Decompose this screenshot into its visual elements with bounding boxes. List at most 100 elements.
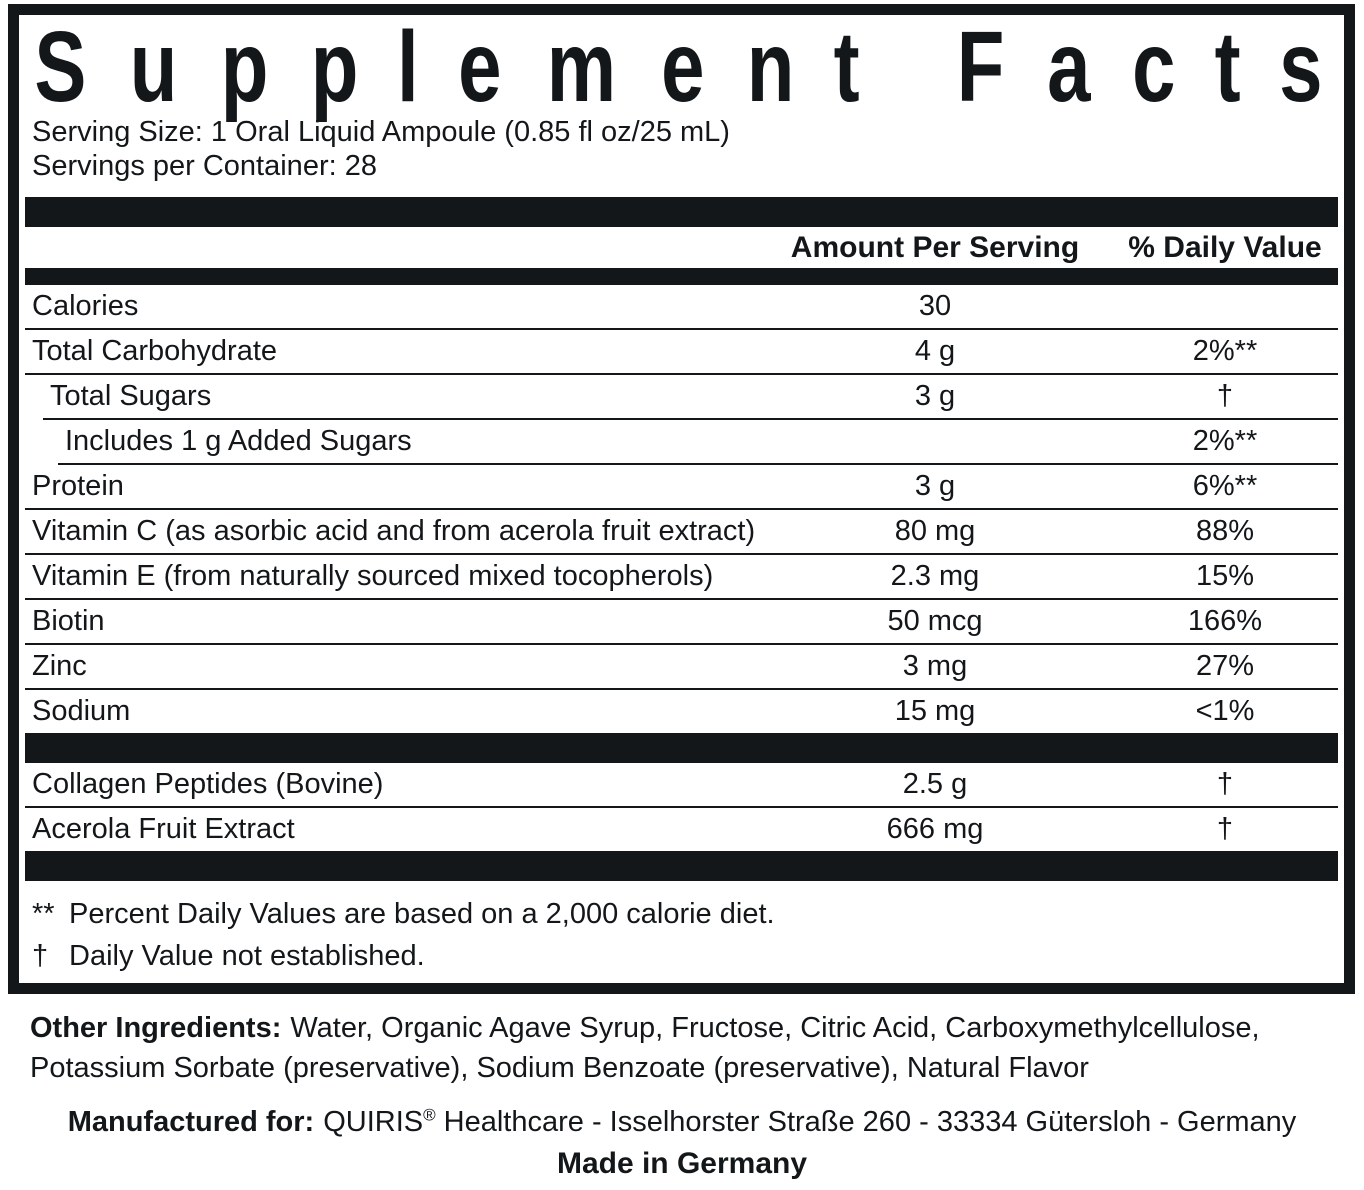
footnote-daily-values: ** Percent Daily Values are based on a 2… xyxy=(25,893,1338,935)
nutrient-name: Total Sugars xyxy=(50,380,212,412)
footnote-symbol: † xyxy=(32,940,49,972)
amount-per-serving-value: 3 g xyxy=(914,380,956,412)
title-character: m xyxy=(546,11,616,123)
daily-value-percent: 88% xyxy=(1195,515,1255,547)
table-row: Total Sugars 3 g † xyxy=(25,373,1338,418)
table-row: Calories 30 xyxy=(25,285,1338,328)
row-divider xyxy=(25,373,1338,375)
amount-per-serving-value: 4 g xyxy=(914,335,956,367)
title-character: t xyxy=(1214,11,1241,123)
title-character: F xyxy=(956,11,1005,123)
brand-name: QUIRIS xyxy=(323,1106,424,1138)
daily-value-percent: † xyxy=(1216,768,1234,800)
amount-per-serving-value: 2.3 mg xyxy=(890,560,980,592)
nutrient-name: Vitamin E (from naturally sourced mixed … xyxy=(32,560,714,592)
nutrient-name: Collagen Peptides (Bovine) xyxy=(32,768,384,800)
other-ingredients: Other Ingredients: Water, Organic Agave S… xyxy=(30,1008,1342,1088)
row-divider xyxy=(25,328,1338,330)
title-character: c xyxy=(1131,11,1176,123)
separator-bar-middle xyxy=(25,733,1338,763)
title-character: s xyxy=(1279,11,1323,123)
nutrient-name: Biotin xyxy=(32,605,105,637)
daily-value-percent: 6%** xyxy=(1192,470,1258,502)
amount-per-serving-value: 15 mg xyxy=(894,695,976,727)
row-divider xyxy=(25,688,1338,690)
title-character: e xyxy=(457,11,502,123)
daily-value-percent: 2%** xyxy=(1192,425,1258,457)
table-row: Includes 1 g Added Sugars 2%** xyxy=(25,418,1338,463)
footnote-symbol: ** xyxy=(32,898,55,930)
other-ingredients-label: Other Ingredients: xyxy=(30,1012,282,1044)
title-character: p xyxy=(220,11,268,123)
ingredient-rows-section: Collagen Peptides (Bovine) 2.5 g † Acerola … xyxy=(25,763,1338,851)
daily-value-percent xyxy=(1115,285,1335,328)
footnote-text: Percent Daily Values are based on a 2,00… xyxy=(69,898,775,930)
daily-value-percent: <1% xyxy=(1195,695,1255,727)
title-character: p xyxy=(310,11,359,123)
amount-per-serving-value: 30 xyxy=(918,290,952,322)
manufactured-for: Manufactured for: QUIRIS® Healthcare - Iss… xyxy=(0,1104,1364,1140)
title-character: t xyxy=(833,11,860,123)
nutrient-name: Sodium xyxy=(32,695,131,727)
separator-bar-bottom xyxy=(25,851,1338,881)
column-headers: Amount Per Serving % Daily Value xyxy=(25,227,1338,268)
row-divider xyxy=(25,598,1338,600)
other-ingredients-text: Water, Organic Agave Syrup, Fructose, Ci… xyxy=(30,1012,1260,1084)
title-character: e xyxy=(660,11,705,123)
footnote-dv-not-established: † Daily Value not established. xyxy=(25,935,1338,977)
table-row: Vitamin E (from naturally sourced mixed … xyxy=(25,553,1338,598)
amount-column-header: Amount Per Serving xyxy=(790,230,1080,264)
manufacturer-address: Healthcare - Isselhorster Straße 260 - 3… xyxy=(443,1106,1297,1138)
daily-value-percent: 166% xyxy=(1187,605,1263,637)
separator-bar-top xyxy=(25,197,1338,227)
separator-bar-header xyxy=(25,268,1338,285)
daily-value-percent: † xyxy=(1216,380,1234,412)
table-row: Vitamin C (as asorbic acid and from acer… xyxy=(25,508,1338,553)
dv-column-header: % Daily Value xyxy=(1128,230,1322,264)
amount-per-serving-value: 50 mcg xyxy=(887,605,983,637)
nutrient-name: Includes 1 g Added Sugars xyxy=(65,425,412,457)
row-divider xyxy=(58,463,1338,465)
nutrient-name: Calories xyxy=(32,290,139,322)
title-character xyxy=(896,25,918,109)
daily-value-percent: 27% xyxy=(1195,650,1255,682)
amount-per-serving-value xyxy=(770,420,1100,463)
title-character: l xyxy=(397,11,420,123)
serving-size-line: Serving Size: 1 Oral Liquid Ampoule (0.8… xyxy=(32,116,730,148)
row-divider xyxy=(25,806,1338,808)
table-row: Total Carbohydrate 4 g 2%** xyxy=(25,328,1338,373)
title-character: a xyxy=(1046,11,1091,123)
registered-trademark-symbol: ® xyxy=(423,1105,436,1125)
table-row: Collagen Peptides (Bovine) 2.5 g † xyxy=(25,763,1338,806)
row-divider xyxy=(43,418,1338,420)
daily-value-percent: 15% xyxy=(1195,560,1255,592)
amount-per-serving-value: 80 mg xyxy=(894,515,976,547)
nutrient-name: Vitamin C (as asorbic acid and from acer… xyxy=(32,515,756,547)
row-divider xyxy=(25,508,1338,510)
amount-per-serving-value: 3 mg xyxy=(902,650,968,682)
nutrient-name: Total Carbohydrate xyxy=(32,335,278,367)
amount-per-serving-value: 2.5 g xyxy=(902,768,968,800)
row-divider xyxy=(25,643,1338,645)
table-row: Acerola Fruit Extract 666 mg † xyxy=(25,806,1338,851)
servings-per-container-line: Servings per Container: 28 xyxy=(32,150,377,182)
nutrient-name: Protein xyxy=(32,470,124,502)
title-character: u xyxy=(129,11,178,123)
nutrient-name: Acerola Fruit Extract xyxy=(32,813,295,845)
title-character: n xyxy=(746,11,795,123)
row-divider xyxy=(25,553,1338,555)
nutrient-rows-section: Calories 30 Total Carbohydrate 4 g 2%** Total… xyxy=(25,285,1338,733)
title-character: S xyxy=(34,11,87,123)
table-row: Zinc 3 mg 27% xyxy=(25,643,1338,688)
daily-value-percent: 2%** xyxy=(1192,335,1258,367)
table-row: Protein 3 g 6%** xyxy=(25,463,1338,508)
amount-per-serving-value: 3 g xyxy=(914,470,956,502)
daily-value-percent: † xyxy=(1216,813,1234,845)
table-row: Biotin 50 mcg 166% xyxy=(25,598,1338,643)
made-in-germany: Made in Germany xyxy=(556,1147,808,1180)
manufactured-for-label: Manufactured for: xyxy=(67,1106,315,1138)
footnotes: ** Percent Daily Values are based on a 2… xyxy=(25,881,1338,981)
